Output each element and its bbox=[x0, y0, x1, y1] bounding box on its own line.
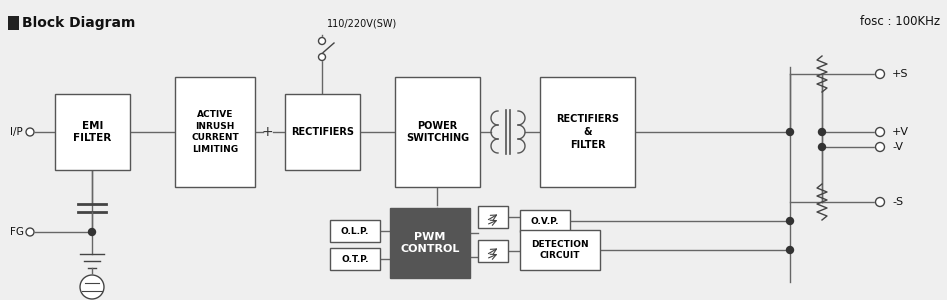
Text: FG: FG bbox=[10, 227, 24, 237]
Text: POWER
SWITCHING: POWER SWITCHING bbox=[406, 121, 469, 143]
Bar bbox=[330, 220, 380, 242]
Bar bbox=[520, 210, 570, 232]
Bar bbox=[55, 94, 130, 170]
Circle shape bbox=[26, 228, 34, 236]
Text: -S: -S bbox=[892, 197, 903, 207]
Bar bbox=[520, 230, 600, 270]
Circle shape bbox=[875, 142, 884, 152]
Circle shape bbox=[818, 128, 826, 136]
Bar bbox=[390, 208, 470, 278]
Text: DETECTION
CIRCUIT: DETECTION CIRCUIT bbox=[531, 240, 589, 260]
Circle shape bbox=[318, 38, 326, 44]
Text: I/P: I/P bbox=[10, 127, 23, 137]
Bar bbox=[540, 77, 635, 187]
Text: ACTIVE
INRUSH
CURRENT
LIMITING: ACTIVE INRUSH CURRENT LIMITING bbox=[191, 110, 239, 154]
Bar bbox=[395, 77, 480, 187]
Bar bbox=[8, 16, 19, 30]
Circle shape bbox=[318, 53, 326, 61]
Circle shape bbox=[80, 275, 104, 299]
Circle shape bbox=[875, 197, 884, 206]
Text: EMI
FILTER: EMI FILTER bbox=[73, 121, 112, 143]
Text: O.L.P.: O.L.P. bbox=[341, 226, 369, 236]
Bar bbox=[478, 240, 508, 262]
Text: PWM
CONTROL: PWM CONTROL bbox=[401, 232, 459, 254]
Bar bbox=[478, 206, 508, 228]
Text: O.V.P.: O.V.P. bbox=[530, 217, 560, 226]
Text: +S: +S bbox=[892, 69, 908, 79]
Text: 110/220V(SW): 110/220V(SW) bbox=[327, 19, 397, 29]
Circle shape bbox=[26, 128, 34, 136]
Bar bbox=[285, 94, 360, 170]
Bar bbox=[330, 248, 380, 270]
Text: Block Diagram: Block Diagram bbox=[22, 16, 135, 30]
Circle shape bbox=[787, 218, 794, 224]
Circle shape bbox=[818, 143, 826, 151]
Circle shape bbox=[875, 128, 884, 136]
Text: fosc : 100KHz: fosc : 100KHz bbox=[860, 15, 940, 28]
Circle shape bbox=[787, 247, 794, 254]
Text: RECTIFIERS
&
FILTER: RECTIFIERS & FILTER bbox=[556, 114, 619, 150]
Bar bbox=[175, 77, 255, 187]
Text: O.T.P.: O.T.P. bbox=[341, 254, 368, 263]
Text: RECTIFIERS: RECTIFIERS bbox=[291, 127, 354, 137]
Text: -V: -V bbox=[892, 142, 903, 152]
Text: +V: +V bbox=[892, 127, 909, 137]
Text: +: + bbox=[261, 125, 273, 139]
Circle shape bbox=[875, 70, 884, 79]
Circle shape bbox=[88, 229, 96, 236]
Circle shape bbox=[787, 128, 794, 136]
